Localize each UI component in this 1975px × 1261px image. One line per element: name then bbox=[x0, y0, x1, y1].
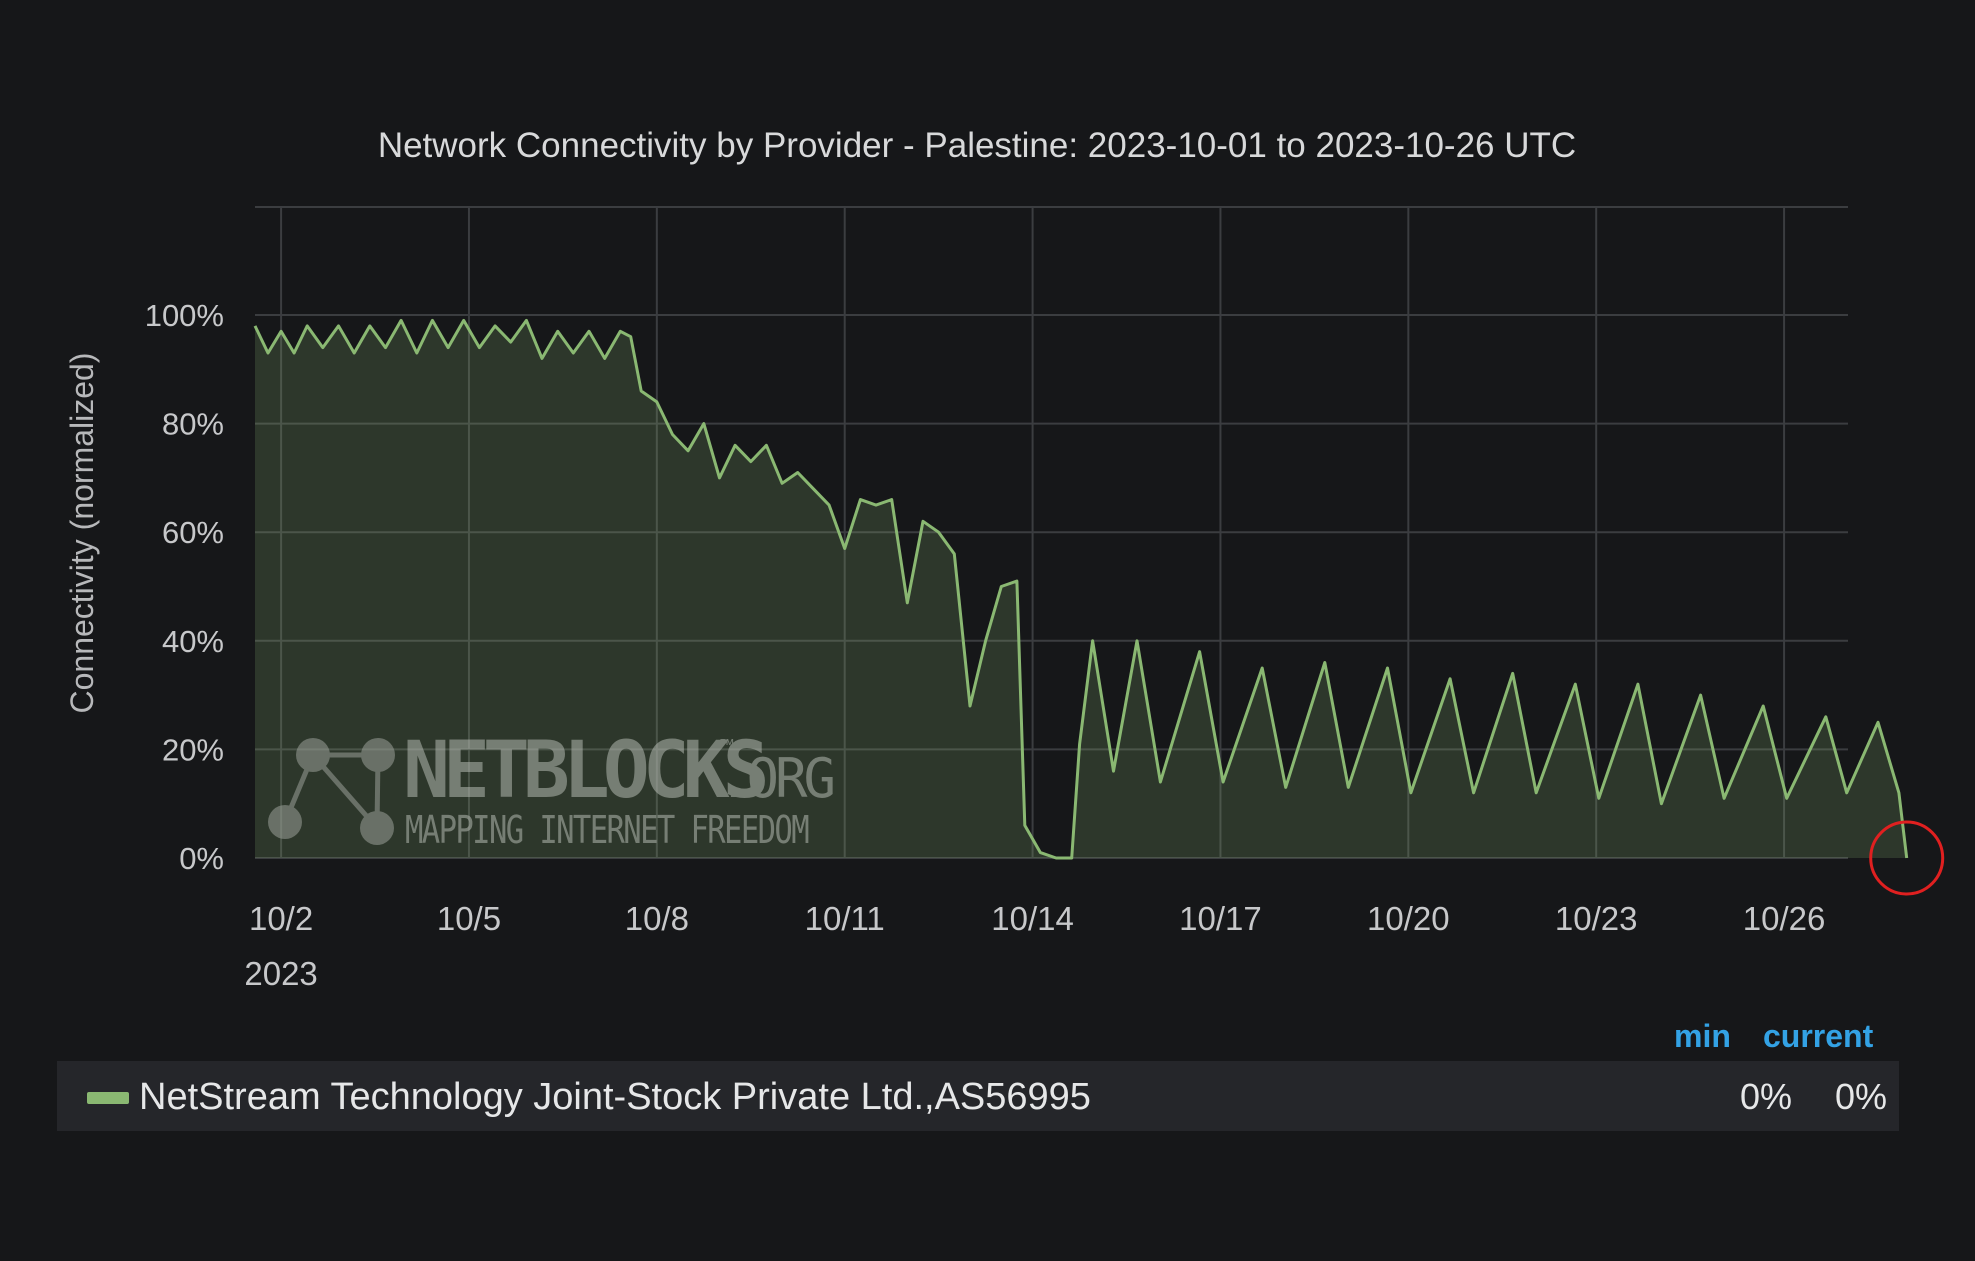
legend-header-min[interactable]: min bbox=[1674, 1018, 1731, 1054]
y-tick-label: 60% bbox=[162, 515, 224, 550]
netblocks-logo-icon bbox=[268, 738, 395, 845]
legend-swatch bbox=[87, 1092, 129, 1104]
legend-header-current[interactable]: current bbox=[1763, 1018, 1874, 1054]
annotation-layer bbox=[1869, 820, 1945, 896]
y-tick-label: 0% bbox=[179, 841, 224, 876]
x-axis: 10/2 10/5 10/8 10/11 10/14 10/17 10/20 10/23 10/… bbox=[244, 900, 1825, 992]
watermark-tagline: MAPPING INTERNET FREEDOM bbox=[405, 808, 809, 852]
y-axis-label: Connectivity (normalized) bbox=[64, 352, 100, 713]
legend-current-value: 0% bbox=[1834, 1076, 1887, 1117]
x-tick-label: 10/2 bbox=[249, 900, 313, 937]
legend-row[interactable]: NetStream Technology Joint-Stock Private… bbox=[57, 1061, 1899, 1131]
series-layer bbox=[253, 318, 1909, 860]
x-tick-label: 10/23 bbox=[1555, 900, 1638, 937]
chart-title: Network Connectivity by Provider - Pales… bbox=[378, 126, 1576, 165]
series-line bbox=[253, 318, 1909, 860]
x-tick-label: 10/14 bbox=[991, 900, 1074, 937]
x-tick-label: 10/5 bbox=[437, 900, 501, 937]
netblocks-watermark: NETBLOCKS .ORG ™ MAPPING INTERNET FREEDO… bbox=[268, 726, 838, 852]
x-tick-year: 2023 bbox=[244, 955, 317, 992]
watermark-tm: ™ bbox=[719, 737, 735, 754]
watermark-suffix: .ORG bbox=[718, 747, 834, 810]
annotation-circle bbox=[1869, 820, 1945, 896]
y-tick-label: 100% bbox=[145, 298, 224, 333]
y-axis: 0% 20% 40% 60% 80% 100% bbox=[145, 298, 224, 876]
legend-series-name: NetStream Technology Joint-Stock Private… bbox=[139, 1076, 1091, 1118]
x-tick-label: 10/26 bbox=[1743, 900, 1826, 937]
watermark-wordmark: NETBLOCKS bbox=[403, 726, 766, 816]
y-tick-label: 80% bbox=[162, 407, 224, 442]
x-tick-label: 10/17 bbox=[1179, 900, 1262, 937]
x-tick-label: 10/20 bbox=[1367, 900, 1450, 937]
x-tick-label: 10/11 bbox=[805, 900, 885, 937]
legend-min-value: 0% bbox=[1739, 1076, 1792, 1117]
x-tick-label: 10/8 bbox=[625, 900, 689, 937]
y-tick-label: 20% bbox=[162, 732, 224, 767]
series-area bbox=[255, 320, 1907, 858]
y-tick-label: 40% bbox=[162, 624, 224, 659]
